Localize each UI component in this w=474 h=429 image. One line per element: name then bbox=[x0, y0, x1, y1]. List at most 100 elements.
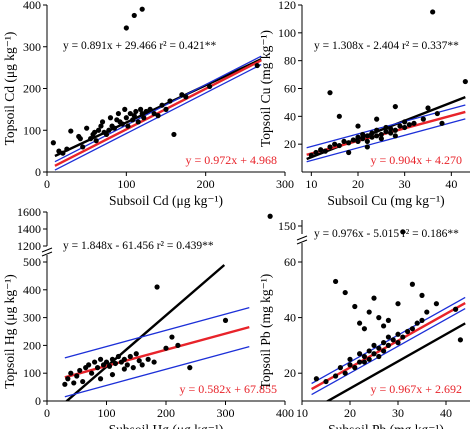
equation-red: y = 0.904x + 4.270 bbox=[370, 153, 462, 167]
data-point bbox=[112, 360, 119, 367]
data-point-outlier bbox=[400, 229, 406, 235]
data-point bbox=[361, 359, 367, 365]
x-tick-label: 40 bbox=[445, 177, 457, 191]
data-point bbox=[457, 337, 463, 343]
data-point bbox=[420, 116, 426, 122]
data-point bbox=[97, 376, 104, 382]
data-point bbox=[88, 136, 94, 142]
data-point bbox=[346, 149, 352, 156]
data-point bbox=[419, 292, 425, 298]
data-point bbox=[374, 116, 380, 122]
data-point bbox=[322, 148, 328, 154]
data-point bbox=[369, 130, 375, 136]
data-point bbox=[123, 115, 129, 121]
x-tick-label: 100 bbox=[117, 177, 135, 191]
data-point bbox=[145, 356, 151, 362]
y-tick-label: 200 bbox=[23, 82, 41, 96]
data-point bbox=[419, 317, 425, 323]
fit-line-blue-lower bbox=[306, 118, 466, 163]
y-tick-label: 100 bbox=[278, 26, 296, 40]
fit-line-black bbox=[64, 264, 226, 401]
x-tick-label: 300 bbox=[276, 177, 294, 191]
data-point bbox=[103, 131, 110, 138]
data-point bbox=[402, 119, 408, 125]
equation-black: y = 0.891x + 29.466 r² = 0.421** bbox=[63, 40, 216, 52]
data-point bbox=[77, 136, 83, 142]
y-tick-label: 60 bbox=[284, 82, 296, 96]
y-axis-label: Topsoil Cd (μg kg⁻¹) bbox=[2, 32, 17, 146]
x-tick-label: 100 bbox=[98, 406, 116, 420]
data-point bbox=[376, 315, 382, 321]
data-point bbox=[50, 140, 56, 146]
data-point bbox=[333, 373, 339, 379]
fit-line-blue-lower bbox=[64, 345, 250, 398]
data-point bbox=[103, 359, 110, 365]
data-point bbox=[361, 353, 367, 360]
data-point bbox=[361, 326, 367, 332]
x-tick-label: 0 bbox=[44, 406, 50, 420]
data-point bbox=[141, 115, 147, 121]
data-point bbox=[122, 106, 128, 112]
y-tick-label: 300 bbox=[23, 40, 41, 54]
x-tick-label: 20 bbox=[344, 406, 356, 420]
data-point bbox=[68, 128, 74, 134]
data-point bbox=[155, 113, 161, 119]
data-point bbox=[80, 144, 86, 150]
data-point bbox=[163, 345, 169, 351]
data-point bbox=[139, 110, 145, 117]
data-point bbox=[121, 366, 127, 372]
data-point bbox=[127, 110, 133, 117]
y-tick-label: 40 bbox=[284, 311, 296, 325]
data-point bbox=[95, 127, 102, 133]
data-point bbox=[369, 134, 375, 140]
data-point bbox=[388, 130, 394, 136]
data-point bbox=[378, 136, 384, 142]
data-point bbox=[406, 122, 412, 128]
data-point bbox=[308, 152, 314, 158]
data-point bbox=[364, 133, 370, 139]
data-point bbox=[119, 121, 125, 127]
data-point bbox=[378, 131, 384, 138]
data-point bbox=[405, 328, 411, 335]
y-tick-label: 400 bbox=[23, 0, 41, 12]
data-point bbox=[385, 342, 391, 348]
data-point bbox=[121, 356, 127, 362]
data-point bbox=[342, 370, 348, 376]
data-point bbox=[414, 320, 420, 326]
y-tick-label-upper: 1600 bbox=[17, 205, 41, 219]
data-point bbox=[376, 345, 382, 351]
data-point bbox=[425, 105, 431, 111]
data-point bbox=[65, 376, 71, 382]
y-tick-label: 300 bbox=[23, 311, 41, 325]
panel-cu: 10 20 30 40 20 40 60 80 100 120 y = 1.308x - 2.404… bbox=[258, 0, 470, 208]
data-point bbox=[92, 129, 98, 135]
data-point bbox=[133, 351, 139, 357]
data-point bbox=[371, 351, 377, 357]
equation-red: y = 0.582x + 67.855 bbox=[179, 382, 277, 396]
x-axis-label: Subsoil Cd (μg kg⁻¹) bbox=[109, 193, 223, 208]
data-point bbox=[337, 365, 343, 371]
data-point bbox=[392, 133, 398, 139]
y-tick-label: 20 bbox=[284, 366, 296, 380]
axis-break-mark bbox=[41, 247, 53, 253]
panel-cd: 0 100 200 300 0 100 200 300 400 y = 0.891x + 29.4… bbox=[2, 0, 294, 208]
data-point bbox=[392, 127, 398, 133]
fit-line-black bbox=[54, 58, 262, 158]
data-point bbox=[388, 126, 394, 132]
data-point bbox=[179, 92, 185, 98]
data-point bbox=[169, 334, 175, 340]
data-point bbox=[115, 110, 121, 117]
fit-line-black bbox=[325, 322, 466, 401]
data-point bbox=[395, 340, 401, 346]
x-tick-label: 200 bbox=[197, 177, 215, 191]
y-axis-label: Topsoil Pb (mg kg⁻¹) bbox=[258, 274, 273, 390]
data-point bbox=[347, 356, 353, 362]
data-point bbox=[80, 378, 86, 385]
x-axis-label: Subsoil Pb (mg kg⁻¹) bbox=[328, 422, 444, 429]
data-point bbox=[376, 353, 382, 360]
data-point bbox=[125, 123, 131, 129]
y-tick-label: 20 bbox=[284, 137, 296, 151]
data-point bbox=[127, 353, 133, 360]
data-point bbox=[357, 351, 363, 357]
data-point bbox=[336, 113, 342, 119]
